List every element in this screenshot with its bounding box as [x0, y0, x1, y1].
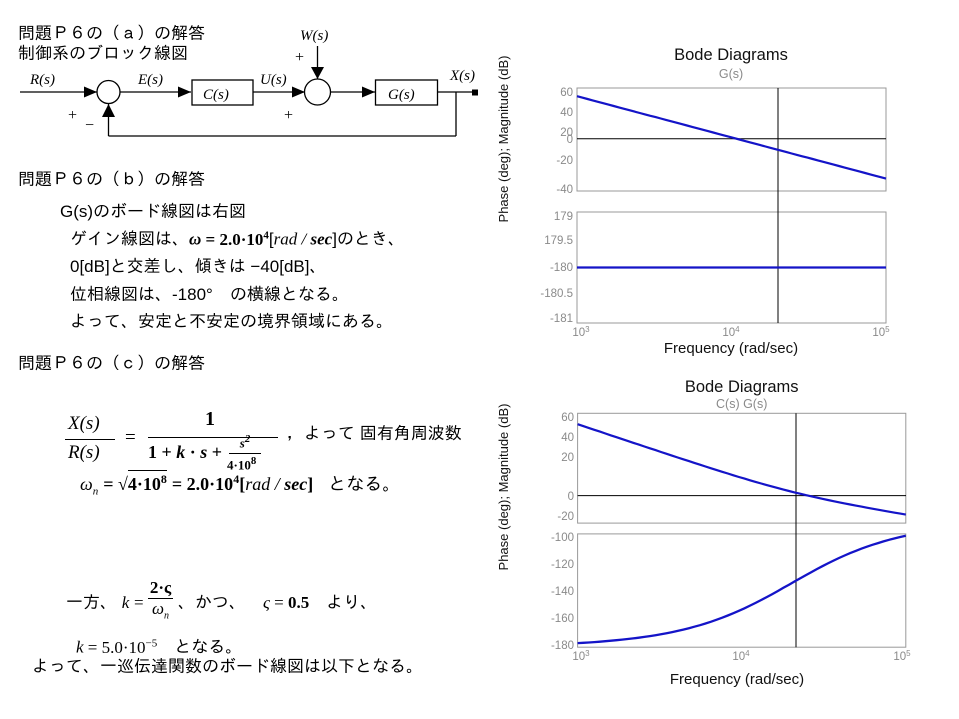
svg-text:179.5: 179.5: [544, 235, 573, 247]
svg-text:G(s): G(s): [388, 87, 415, 103]
svg-text:-180: -180: [550, 262, 573, 274]
svg-text:-20: -20: [557, 511, 574, 523]
svg-text:-140: -140: [551, 586, 574, 598]
svg-text:103: 103: [572, 325, 590, 339]
svg-text:0: 0: [567, 134, 573, 146]
svg-text:Phase (deg); Magnitude (dB): Phase (deg); Magnitude (dB): [496, 404, 511, 571]
svg-text:-100: -100: [551, 532, 574, 544]
svg-text:-180: -180: [551, 640, 574, 652]
svg-text:40: 40: [560, 107, 573, 119]
svg-text:Bode Diagrams: Bode Diagrams: [685, 378, 799, 396]
svg-text:103: 103: [572, 649, 590, 663]
svg-text:-40: -40: [556, 184, 573, 196]
svg-text:C(s): C(s): [203, 87, 229, 103]
svg-text:-181: -181: [550, 313, 573, 325]
svg-text:-160: -160: [551, 613, 574, 625]
svg-text:60: 60: [561, 412, 574, 424]
svg-text:R(s): R(s): [29, 72, 55, 88]
svg-text:G(s): G(s): [719, 67, 743, 81]
svg-text:Frequency (rad/sec): Frequency (rad/sec): [664, 340, 798, 357]
svg-text:Bode Diagrams: Bode Diagrams: [674, 46, 788, 64]
svg-text:+: +: [295, 49, 304, 66]
svg-text:104: 104: [722, 325, 740, 339]
svg-text:E(s): E(s): [137, 72, 163, 88]
svg-text:−: −: [85, 117, 94, 134]
svg-text:105: 105: [893, 649, 911, 663]
svg-text:0: 0: [568, 491, 574, 503]
svg-text:60: 60: [560, 87, 573, 99]
svg-text:20: 20: [561, 452, 574, 464]
svg-text:U(s): U(s): [260, 72, 287, 88]
svg-text:179: 179: [554, 211, 573, 223]
svg-text:+: +: [284, 107, 293, 124]
svg-text:105: 105: [872, 325, 890, 339]
svg-text:W(s): W(s): [300, 28, 328, 44]
svg-text:104: 104: [732, 649, 750, 663]
svg-text:Frequency (rad/sec): Frequency (rad/sec): [670, 671, 804, 688]
svg-text:-20: -20: [556, 155, 573, 167]
svg-text:-180.5: -180.5: [540, 288, 573, 300]
svg-text:Phase (deg); Magnitude (dB): Phase (deg); Magnitude (dB): [496, 56, 511, 223]
svg-text:-120: -120: [551, 559, 574, 571]
svg-text:40: 40: [561, 432, 574, 444]
svg-text:+: +: [68, 107, 77, 124]
svg-text:X(s): X(s): [449, 68, 475, 84]
svg-text:C(s) G(s): C(s) G(s): [716, 397, 767, 411]
